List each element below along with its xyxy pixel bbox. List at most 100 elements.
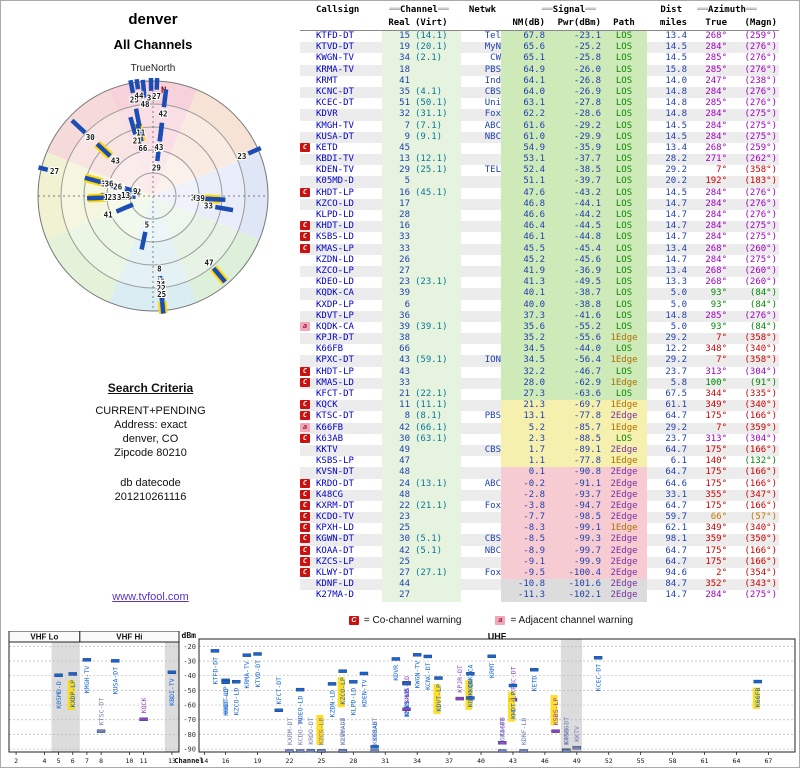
network [461, 266, 501, 277]
station-callsign[interactable]: KQCK [316, 400, 338, 411]
station-callsign[interactable]: KTSC-DT [316, 411, 354, 422]
station-callsign[interactable]: K48CG [316, 489, 344, 500]
noise-margin: 65.1 [501, 53, 545, 65]
signal-path: LOS [601, 64, 647, 76]
station-callsign[interactable]: KMGH-TV [316, 120, 354, 131]
db-datecode-label: db datecode [120, 477, 181, 489]
station-callsign[interactable]: KDEN-TV [316, 165, 354, 176]
azimuth-magnetic: (304°) [744, 366, 777, 377]
station-callsign[interactable]: KZCS-LP [316, 556, 354, 567]
vhf-plot-box [8, 638, 180, 753]
station-callsign[interactable]: KXRM-DT [316, 500, 354, 511]
station-label-group: KHDT-LP [222, 686, 230, 713]
warning-flag-cell [300, 76, 316, 87]
distance-miles: 64.7 [665, 545, 687, 556]
station-callsign[interactable]: KUSA-DT [316, 131, 354, 142]
station-callsign[interactable]: KPJR-DT [316, 333, 354, 344]
station-label-group: KXDP-LP [67, 680, 77, 711]
station-callsign[interactable]: KRMA-TV [316, 64, 354, 75]
station-callsign[interactable]: KDEO-LD [316, 277, 354, 288]
station-callsign[interactable]: KHDT-LP [316, 366, 354, 377]
station-callsign[interactable]: KPXH-LD [316, 523, 354, 534]
col-signal: Signal [496, 4, 642, 17]
station-callsign[interactable]: KKTV [316, 444, 338, 455]
azimuth-true: 285° [705, 98, 727, 109]
station-callsign[interactable]: KPXC-DT [316, 355, 354, 366]
station-callsign[interactable]: KRDO-DT [316, 478, 354, 489]
network: CBS [484, 86, 501, 97]
tvfool-link[interactable]: www.tvfool.com [112, 591, 189, 603]
station-callsign[interactable]: KVSN-DT [316, 467, 354, 478]
station-callsign[interactable]: KMAS-LD [316, 377, 354, 388]
azimuth-true: 271° [705, 154, 727, 165]
station-callsign[interactable]: KOAA-DT [316, 545, 354, 556]
virtual-channel [410, 232, 461, 244]
station-callsign[interactable]: KCEC-DT [316, 98, 354, 109]
station-callsign[interactable]: KRMT [316, 75, 338, 86]
station-callsign[interactable]: KQDK-CA [316, 288, 354, 299]
station-label-group: KQCK [140, 698, 148, 714]
station-callsign[interactable]: KDNF-LD [316, 579, 354, 590]
station-callsign[interactable]: KBDI-TV [316, 154, 354, 165]
co-channel-warning-icon: C [300, 377, 310, 387]
station-callsign[interactable]: KGWN-DT [316, 534, 354, 545]
station-callsign[interactable]: KLWY-DT [316, 568, 354, 578]
y-tick-label: -90 [183, 746, 196, 754]
noise-margin: 64.9 [501, 64, 545, 76]
station-callsign[interactable]: KSBS-LP [316, 456, 354, 467]
station-callsign[interactable]: KSBS-LD [316, 232, 354, 243]
radar-channel-label: 33 [204, 201, 214, 210]
azimuth-magnetic: (276°) [744, 42, 777, 53]
signal-marker [519, 749, 528, 753]
noise-margin: 28.0 [501, 377, 545, 389]
station-callsign[interactable]: KHDT-LD [316, 221, 354, 232]
signal-marker [530, 667, 539, 672]
station-callsign[interactable]: KTFD-DT [316, 31, 354, 41]
station-callsign[interactable]: KCNC-DT [316, 86, 354, 97]
station-callsign[interactable]: KCDO-TV [316, 512, 354, 523]
signal-path: LOS [601, 321, 647, 334]
azimuth-true: 7° [716, 333, 727, 344]
station-callsign[interactable]: KDVR [316, 109, 338, 120]
azimuth-magnetic: (276°) [744, 210, 777, 220]
radar-channel-label: 15 [104, 193, 113, 202]
table-row: a K66FB 42 (66.1) 5.2 -85.7 1Edge 29.2 7° (359°) [300, 422, 779, 434]
real-channel: 24 [382, 478, 410, 490]
virtual-channel [410, 590, 461, 602]
station-callsign[interactable]: K05MD-D [316, 176, 354, 187]
virtual-channel: (14.1) [410, 31, 461, 43]
station-callsign[interactable]: KXDP-LP [316, 299, 354, 310]
x-tick-label: 14 [200, 757, 208, 765]
real-channel: 6 [382, 299, 410, 311]
signal-path: 1Edge [601, 355, 647, 367]
x-tick-label: 67 [764, 757, 772, 765]
co-channel-warning-icon: C [300, 545, 310, 555]
signal-marker [338, 749, 347, 753]
network [461, 434, 501, 445]
virtual-channel [410, 444, 461, 457]
station-chart-label: KQDK-CA [467, 665, 475, 692]
radar-bar [84, 175, 103, 185]
station-callsign[interactable]: KTVD-DT [316, 42, 354, 53]
station-chart-label: KRMA-TV [243, 661, 251, 688]
channels-subtitle: All Channels [113, 37, 193, 52]
station-callsign[interactable]: KZCO-LP [316, 265, 354, 276]
station-callsign[interactable]: KHDT-LP [316, 187, 354, 198]
station-callsign[interactable]: KLPD-LD [316, 210, 354, 220]
station-callsign[interactable]: KFCT-DT [316, 389, 354, 399]
location-title: denver [128, 11, 178, 28]
station-callsign[interactable]: K66FB [316, 422, 344, 433]
station-callsign[interactable]: KWGN-TV [316, 53, 354, 64]
station-callsign[interactable]: KETD [316, 142, 338, 153]
station-callsign[interactable]: KZCO-LD [316, 198, 354, 209]
station-callsign[interactable]: KQDK-CA [316, 321, 354, 332]
station-callsign[interactable]: KZDN-LD [316, 254, 354, 265]
signal-marker [295, 749, 305, 753]
station-callsign[interactable]: K63AB [316, 433, 344, 444]
station-callsign[interactable]: K27MA-D [316, 590, 354, 601]
station-callsign[interactable]: KDVT-LP [316, 310, 354, 321]
station-callsign[interactable]: KMAS-LP [316, 243, 354, 254]
station-callsign[interactable]: K66FB [316, 344, 344, 355]
virtual-channel [410, 243, 461, 255]
radar-channel-label: 6 [193, 194, 198, 203]
